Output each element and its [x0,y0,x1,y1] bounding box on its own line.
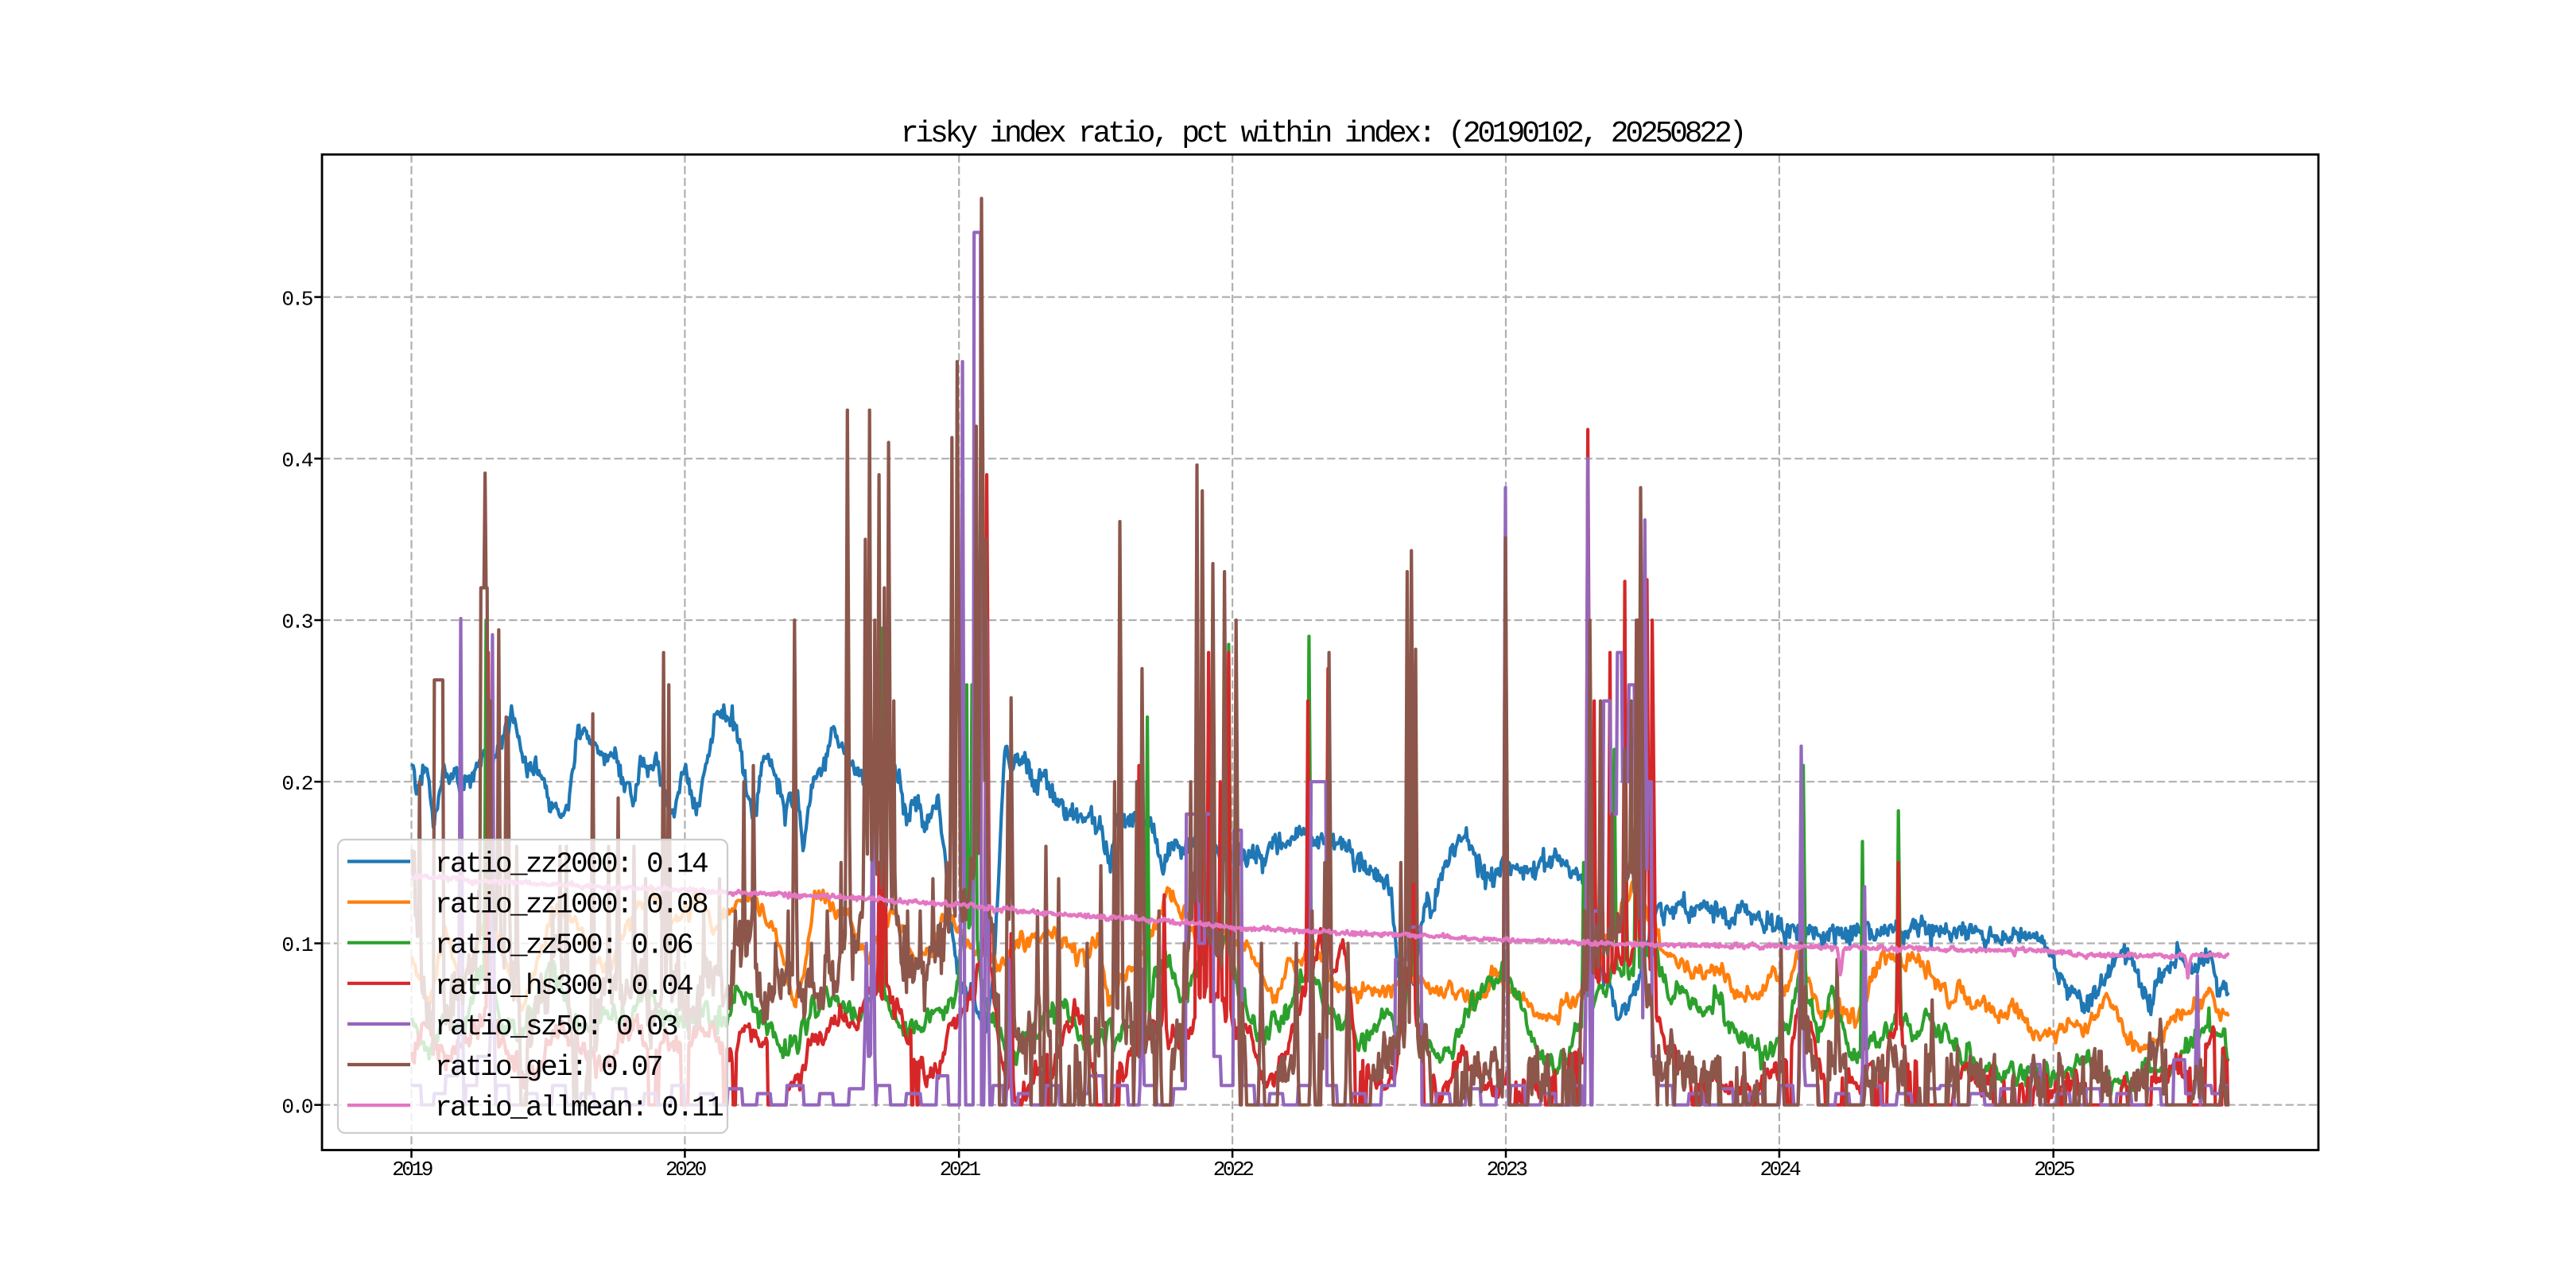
svg-text:0.5: 0.5 [281,287,312,311]
svg-text:0.1: 0.1 [281,933,312,957]
svg-text:ratio_gei: 0.07: ratio_gei: 0.07 [435,1051,661,1084]
svg-text:risky index ratio, pct within: risky index ratio, pct within index: (20… [901,117,1744,151]
svg-text:2023: 2023 [1487,1158,1527,1181]
svg-text:2019: 2019 [392,1158,433,1181]
svg-text:2025: 2025 [2034,1158,2074,1181]
svg-text:ratio_allmean: 0.11: ratio_allmean: 0.11 [435,1092,723,1124]
svg-text:2024: 2024 [1759,1158,1801,1181]
svg-text:0.3: 0.3 [281,611,312,634]
svg-text:2022: 2022 [1213,1158,1254,1181]
svg-text:2020: 2020 [665,1158,706,1181]
svg-text:2021: 2021 [940,1158,981,1181]
svg-text:0.0: 0.0 [281,1095,312,1119]
svg-text:ratio_hs300: 0.04: ratio_hs300: 0.04 [435,970,692,1003]
svg-text:ratio_zz1000: 0.08: ratio_zz1000: 0.08 [435,889,708,921]
svg-text:0.4: 0.4 [281,449,312,473]
svg-text:ratio_zz500: 0.06: ratio_zz500: 0.06 [435,929,692,962]
svg-text:ratio_zz2000: 0.14: ratio_zz2000: 0.14 [435,848,708,881]
svg-text:0.2: 0.2 [281,772,312,796]
svg-text:ratio_sz50: 0.03: ratio_sz50: 0.03 [435,1011,677,1043]
